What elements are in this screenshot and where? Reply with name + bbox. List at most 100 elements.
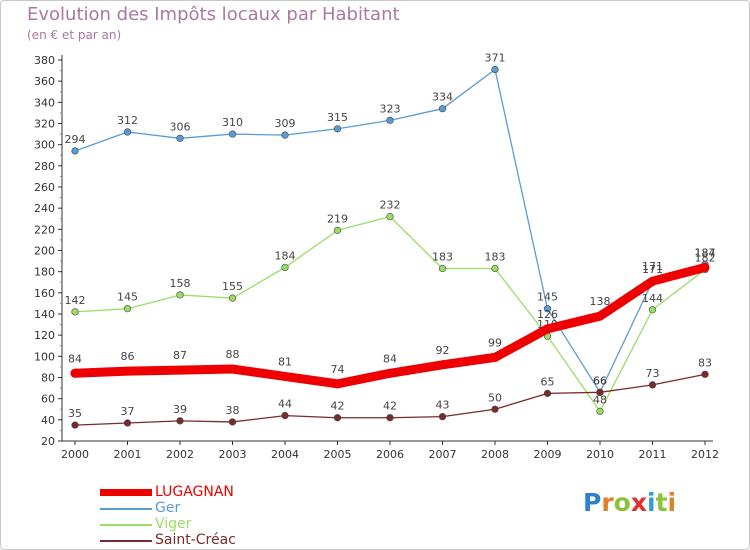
legend-swatch-ger [100, 508, 152, 510]
y-tick-label: 360 [34, 75, 55, 88]
data-label-viger: 155 [222, 280, 243, 293]
data-label-lugagnan: 84 [383, 352, 397, 365]
data-label-viger: 145 [117, 291, 138, 304]
data-label-lugagnan: 92 [436, 344, 450, 357]
logo-letter: o [613, 488, 631, 517]
chart-subtitle: (en € et par an) [27, 28, 122, 42]
data-label-viger: 183 [485, 250, 506, 263]
data-label-saint-creac: 66 [593, 374, 607, 387]
data-point-lugagnan [490, 352, 500, 362]
chart-title: Evolution des Impôts locaux par Habitant [27, 4, 400, 25]
y-tick-label: 100 [34, 350, 55, 363]
y-tick-label: 120 [34, 329, 55, 342]
x-tick-label: 2009 [534, 448, 562, 461]
data-label-saint-creac: 44 [278, 398, 292, 411]
data-point-lugagnan [280, 371, 290, 381]
data-label-saint-creac: 37 [121, 405, 135, 418]
data-point-saint-creac [123, 419, 132, 427]
y-tick-label: 40 [41, 414, 55, 427]
data-label-viger: 183 [432, 250, 453, 263]
data-label-ger: 171 [642, 263, 663, 276]
data-point-saint-creac [491, 405, 499, 413]
data-point-ger [386, 116, 394, 124]
x-tick-label: 2001 [114, 448, 142, 461]
x-tick-label: 2006 [376, 448, 404, 461]
data-point-viger [281, 263, 289, 272]
data-point-saint-creac [228, 418, 237, 426]
logo-letter: r [601, 488, 614, 517]
y-tick-label: 260 [34, 181, 55, 194]
data-point-viger [438, 264, 447, 273]
data-label-saint-creac: 42 [383, 400, 397, 413]
x-tick-label: 2005 [324, 448, 352, 461]
y-tick-label: 160 [34, 287, 55, 300]
data-point-ger [491, 65, 499, 74]
data-point-saint-creac [543, 389, 552, 397]
data-label-ger: 334 [432, 91, 453, 104]
data-point-saint-creac [333, 414, 342, 422]
data-point-ger [228, 130, 237, 138]
y-tick-label: 80 [41, 372, 55, 385]
data-label-saint-creac: 39 [173, 403, 187, 416]
y-tick-label: 240 [34, 202, 55, 215]
legend-swatch-saint-creac [100, 540, 152, 542]
data-label-viger: 144 [642, 292, 663, 305]
data-point-lugagnan [438, 360, 447, 370]
data-label-lugagnan: 99 [488, 336, 502, 349]
data-point-saint-creac [281, 412, 289, 420]
data-point-saint-creac [596, 388, 604, 396]
logo-letter: P [583, 488, 602, 517]
data-point-ger [438, 105, 447, 113]
y-tick-label: 320 [34, 118, 55, 131]
x-tick-label: 2002 [166, 448, 194, 461]
data-point-saint-creac [648, 381, 657, 389]
logo-letter: i [647, 488, 656, 517]
y-tick-label: 60 [41, 393, 55, 406]
x-tick-label: 2003 [219, 448, 247, 461]
data-label-ger: 315 [327, 111, 348, 124]
data-point-viger [386, 213, 394, 221]
logo-letter: t [655, 488, 668, 517]
data-label-saint-creac: 83 [698, 356, 712, 369]
legend-swatch-viger [100, 524, 152, 526]
data-point-viger [123, 305, 132, 313]
legend-swatch-lugagnan [100, 489, 152, 496]
legend-label-saint-creac: Saint-Créac [155, 532, 236, 548]
y-tick-label: 20 [41, 435, 55, 448]
data-label-lugagnan: 184 [695, 246, 716, 259]
logo-letter: x [630, 488, 647, 517]
data-label-ger: 323 [380, 102, 401, 115]
data-label-saint-creac: 35 [68, 407, 82, 420]
legend-label-viger: Viger [155, 516, 192, 532]
data-point-ger [543, 305, 552, 313]
y-tick-label: 140 [34, 308, 55, 321]
data-point-ger [71, 147, 79, 155]
data-label-lugagnan: 81 [278, 355, 292, 368]
y-tick-label: 220 [34, 223, 55, 236]
data-label-ger: 187 [695, 246, 716, 259]
data-point-viger [228, 294, 237, 302]
data-label-ger: 309 [275, 117, 296, 130]
data-label-lugagnan: 171 [642, 260, 663, 273]
data-label-lugagnan: 138 [590, 295, 611, 308]
y-tick-label: 280 [34, 160, 55, 173]
data-point-lugagnan [700, 262, 710, 272]
data-point-viger [596, 407, 604, 415]
data-label-lugagnan: 88 [226, 348, 240, 361]
data-label-saint-creac: 38 [226, 404, 240, 417]
data-label-ger: 294 [65, 133, 86, 146]
data-point-ger [333, 125, 342, 133]
x-tick-label: 2011 [639, 448, 667, 461]
data-label-viger: 158 [170, 277, 191, 290]
data-label-viger: 232 [380, 199, 401, 212]
data-label-saint-creac: 43 [436, 399, 450, 412]
data-point-saint-creac [71, 421, 79, 429]
data-label-saint-creac: 42 [331, 400, 345, 413]
data-label-viger: 142 [65, 294, 86, 307]
logo-letter: i [667, 488, 677, 517]
data-point-ger [123, 128, 132, 136]
data-label-ger: 371 [485, 52, 506, 65]
data-point-lugagnan [543, 324, 552, 334]
